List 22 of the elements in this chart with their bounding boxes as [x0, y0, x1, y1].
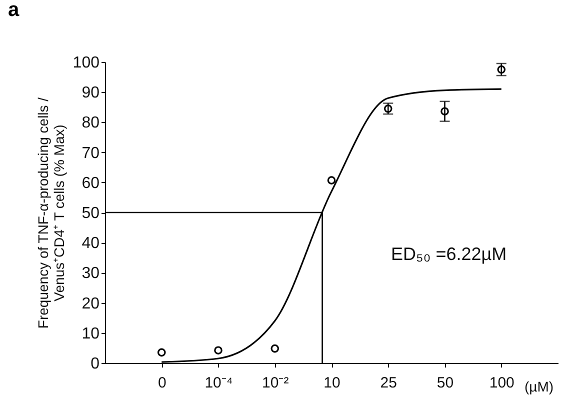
y-tick-label: 0: [90, 356, 100, 372]
y-tick-label: 50: [82, 205, 100, 222]
x-axis-title: (µM): [524, 378, 554, 394]
y-tick-label: 10: [82, 325, 100, 342]
y-tick-label: 30: [82, 265, 100, 282]
y-tick-label: 70: [82, 144, 100, 162]
annotation: ED₅₀ =6.22µM: [391, 244, 507, 264]
y-tick-label: 20: [82, 295, 100, 312]
y-tick-label: 60: [82, 174, 100, 192]
x-tick-label: 0: [158, 374, 166, 392]
chart-title: a: [8, 0, 20, 21]
x-tick-label: 10: [324, 374, 340, 392]
y-tick-label: 90: [82, 84, 100, 102]
x-tick-label: 10⁻⁴: [204, 374, 233, 392]
x-tick-label: 100: [489, 374, 514, 392]
y-axis-title: Frequency of TNF-α-producing cells / Venus⁺CD4⁺ T cells (% Max): [34, 97, 67, 329]
x-tick-label: 25: [380, 374, 397, 392]
x-tick-label: 10⁻²: [262, 374, 289, 392]
x-tick-label: 50: [436, 374, 454, 392]
y-tick-label: 100: [72, 54, 100, 72]
y-tick-label: 80: [82, 114, 100, 132]
y-tick-label: 40: [82, 235, 100, 252]
